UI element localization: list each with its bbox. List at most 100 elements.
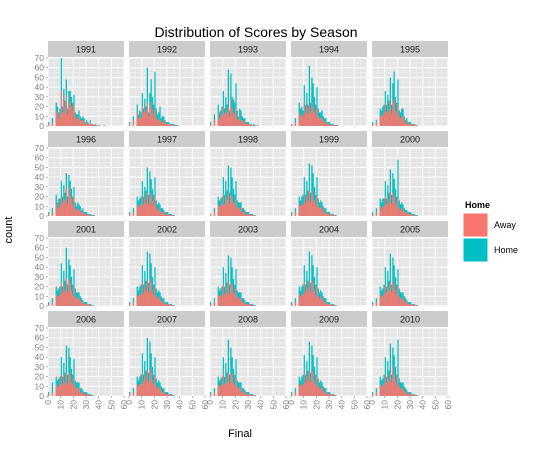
facet-strip-label: 2000 — [400, 135, 420, 145]
facet-panel-1995: 1995 — [371, 41, 449, 127]
bar-away — [140, 204, 142, 216]
bar-away — [244, 302, 246, 306]
facet-strip — [210, 311, 286, 327]
facet-strip-label: 1992 — [157, 45, 177, 55]
bar-away — [77, 298, 79, 306]
bar-away — [234, 384, 236, 396]
bar-away — [383, 112, 385, 126]
bar-away — [223, 294, 226, 306]
bar-away — [398, 386, 400, 396]
facet-strip-label: 2002 — [157, 225, 177, 235]
bar-away — [65, 94, 67, 126]
bar-away — [379, 116, 381, 126]
bar-away — [151, 290, 154, 306]
bar-away — [144, 376, 146, 396]
bar-away — [151, 200, 154, 216]
bar-away — [232, 292, 235, 306]
bar-away — [156, 120, 159, 126]
facet-strip — [291, 41, 367, 57]
bar-away — [388, 380, 390, 396]
facet-strip — [129, 131, 205, 147]
bar-home — [389, 343, 391, 396]
bar-away — [316, 196, 318, 216]
bar-away — [60, 91, 62, 126]
facet-strip-label: 1993 — [238, 45, 258, 55]
bar-away — [249, 305, 251, 306]
bar-away — [55, 110, 57, 126]
bar-away — [332, 215, 335, 216]
bar-away — [240, 298, 242, 306]
y-tick-label: 50 — [35, 342, 45, 352]
bar-away — [311, 102, 313, 126]
bar-away — [169, 215, 171, 216]
bar-home — [156, 204, 159, 216]
bar-away — [412, 395, 414, 396]
bar-away — [242, 122, 245, 126]
bar-away — [327, 394, 329, 396]
bar-away — [68, 102, 70, 126]
y-tick-label: 60 — [35, 243, 45, 253]
bar-away — [89, 305, 92, 306]
bar-away — [308, 370, 310, 396]
bar-home — [415, 215, 417, 216]
bar-away — [375, 212, 378, 216]
bar-away — [388, 202, 390, 216]
bar-home — [161, 116, 164, 126]
bar-away — [397, 376, 399, 396]
bar-home — [254, 125, 256, 126]
bar-away — [145, 112, 147, 126]
bar-away — [407, 394, 409, 396]
y-tick-label: 70 — [35, 53, 45, 63]
bar-away — [329, 124, 331, 126]
bar-away — [308, 280, 310, 306]
bar-away — [155, 386, 157, 396]
bar-away — [303, 194, 305, 216]
bar-away — [413, 305, 416, 306]
x-tick-label: 20 — [392, 400, 402, 410]
bar-away — [167, 214, 169, 216]
bar-away — [98, 125, 100, 126]
bar-away — [330, 125, 332, 126]
bar-away — [137, 206, 140, 216]
bar-away — [403, 390, 405, 396]
bar-away — [372, 304, 374, 306]
y-tick-label: 10 — [35, 111, 45, 121]
y-tick-label: 60 — [35, 153, 45, 163]
bar-away — [83, 214, 85, 216]
bar-away — [88, 305, 90, 306]
bar-away — [334, 125, 336, 126]
facet-panel-2008: 2008 0 10 20 30 40 50 60 — [205, 311, 291, 409]
bar-away — [325, 302, 327, 306]
bar-away — [323, 212, 326, 216]
bar-away — [87, 304, 89, 306]
bar-away — [240, 388, 242, 396]
bar-home — [173, 305, 175, 306]
bar-away — [227, 106, 229, 126]
x-tick-label: 50 — [349, 400, 359, 410]
bar-away — [48, 394, 50, 396]
bar-away — [84, 124, 86, 126]
bar-away — [63, 286, 65, 306]
bar-away — [89, 122, 92, 126]
bar-away — [294, 302, 297, 306]
bar-away — [156, 298, 159, 306]
bar-home — [92, 395, 94, 396]
legend-title: Home — [465, 200, 490, 210]
x-tick-label: 60 — [362, 400, 372, 410]
bar-away — [407, 304, 409, 306]
bar-away — [61, 384, 64, 396]
facet-strip-label: 1998 — [238, 135, 258, 145]
bar-away — [139, 294, 141, 306]
bar-away — [404, 392, 407, 396]
bar-away — [67, 292, 69, 306]
bar-away — [159, 210, 161, 216]
bar-away — [167, 124, 169, 126]
bar-away — [218, 118, 221, 126]
bar-away — [82, 392, 84, 396]
bar-away — [229, 294, 231, 306]
facet-strip-label: 2004 — [319, 225, 339, 235]
bar-away — [253, 395, 255, 396]
bar-away — [86, 304, 88, 306]
bar-away — [383, 206, 385, 216]
bar-away — [165, 394, 167, 396]
